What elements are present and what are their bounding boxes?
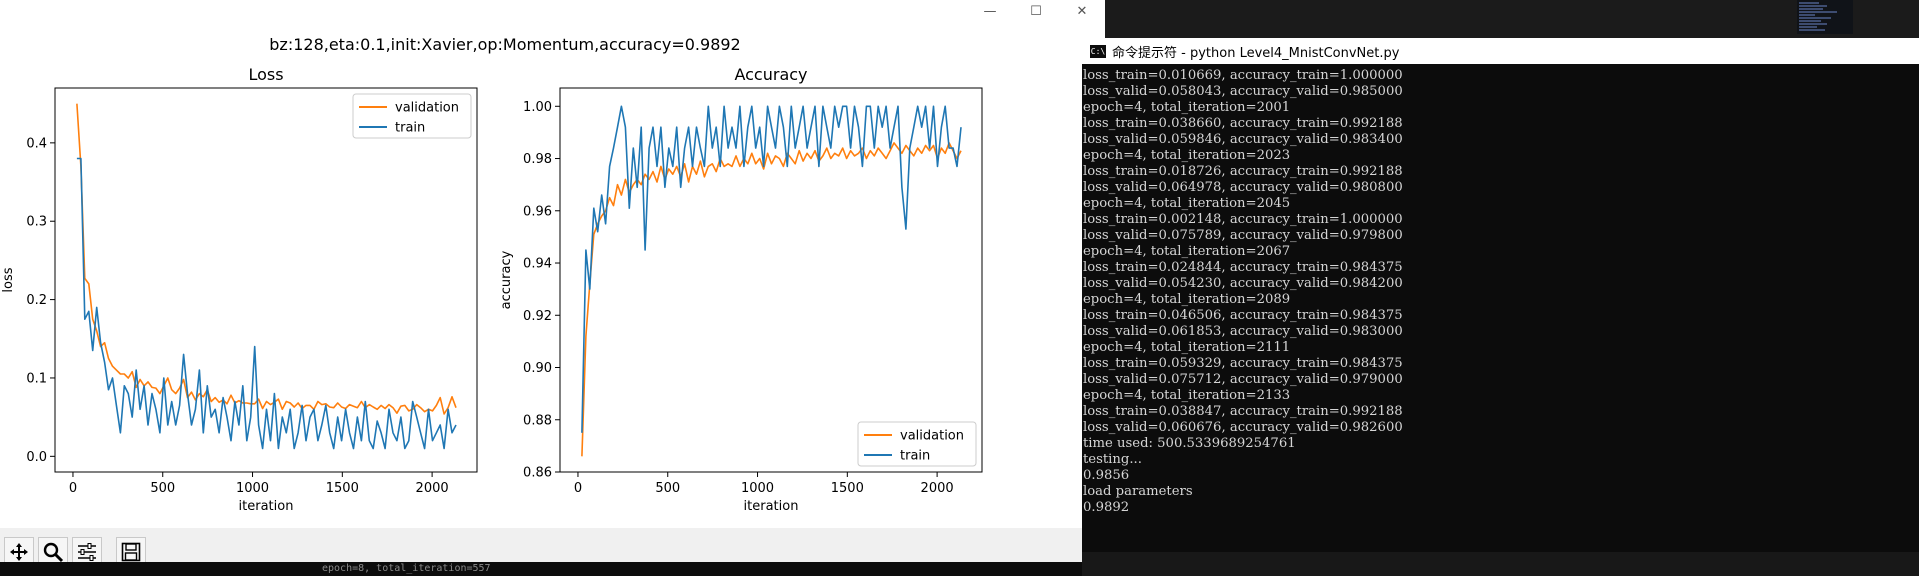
axes-frame	[559, 87, 983, 473]
y-tick-label: 0.94	[523, 257, 552, 272]
console-line: loss_valid=0.061853, accuracy_valid=0.98…	[1083, 324, 1403, 339]
x-tick-label: 0	[69, 481, 77, 496]
console-line: loss_valid=0.059846, accuracy_valid=0.98…	[1083, 132, 1403, 147]
plot-window: — ☐ ✕ bz:128,eta:0.1,init:Xavier,op:Mome…	[0, 0, 1105, 576]
console-line: loss_valid=0.064978, accuracy_valid=0.98…	[1083, 180, 1403, 195]
y-tick-label: 1.00	[523, 100, 552, 115]
y-axis-label: accuracy	[499, 250, 514, 309]
move-icon	[10, 543, 28, 561]
console-line: loss_train=0.038660, accuracy_train=0.99…	[1083, 116, 1403, 131]
console-line: loss_train=0.038847, accuracy_train=0.99…	[1083, 404, 1403, 419]
console-line: epoch=4, total_iteration=2001	[1083, 100, 1291, 115]
x-tick-label: 1500	[831, 481, 864, 496]
close-button[interactable]: ✕	[1076, 3, 1088, 19]
x-axis-label: iteration	[744, 499, 799, 514]
console-line: loss_valid=0.060676, accuracy_valid=0.98…	[1083, 420, 1403, 435]
y-tick-label: 0.96	[523, 204, 552, 219]
y-tick-label: 0.92	[523, 309, 552, 324]
figure-canvas: bz:128,eta:0.1,init:Xavier,op:Momentum,a…	[1, 35, 983, 514]
console-line: loss_train=0.046506, accuracy_train=0.98…	[1083, 308, 1403, 323]
console-line: loss_valid=0.058043, accuracy_valid=0.98…	[1083, 84, 1403, 99]
console-title: 命令提示符 - python Level4_MnistConvNet.py	[1112, 45, 1400, 61]
console-line: loss_train=0.059329, accuracy_train=0.98…	[1083, 356, 1403, 371]
legend: validation train	[352, 93, 472, 139]
save-icon	[121, 542, 141, 562]
zoom-icon	[43, 542, 64, 563]
x-axis-label: iteration	[239, 499, 294, 514]
x-tick-label: 2000	[921, 481, 954, 496]
x-tick-label: 500	[150, 481, 175, 496]
background-window-text: epoch=8, total_iteration=557	[322, 563, 491, 574]
x-tick-label: 1000	[741, 481, 774, 496]
command-prompt-window[interactable]: C:\ 命令提示符 - python Level4_MnistConvNet.p…	[1082, 38, 1919, 552]
maximize-button[interactable]: ☐	[1030, 3, 1042, 19]
console-line: loss_valid=0.075712, accuracy_valid=0.97…	[1083, 372, 1403, 387]
console-line: loss_train=0.010669, accuracy_train=1.00…	[1083, 68, 1403, 83]
minimize-button[interactable]: —	[983, 3, 997, 19]
x-tick-label: 0	[574, 481, 582, 496]
console-line: epoch=4, total_iteration=2067	[1083, 244, 1291, 259]
series-line-validation	[76, 103, 457, 415]
chart-title: Loss	[248, 65, 283, 84]
console-bottom-bar	[1082, 552, 1919, 576]
y-tick-label: 0.0	[26, 450, 47, 465]
legend-label: validation	[900, 429, 964, 444]
legend-label: validation	[395, 101, 459, 116]
series-line-validation	[581, 142, 962, 457]
legend-label: train	[395, 121, 425, 136]
series-line-train	[76, 157, 457, 450]
console-line: 0.9856	[1083, 468, 1130, 483]
accuracy-chart: Accuracy 0 500 1000 1500 2000 0.86 0.88 0.90 0.92…	[499, 65, 983, 514]
configure-icon	[78, 543, 96, 561]
y-tick-label: 0.1	[26, 371, 47, 386]
console-line: epoch=4, total_iteration=2133	[1083, 388, 1291, 403]
y-tick-label: 0.86	[523, 466, 552, 481]
legend: validation train	[857, 421, 977, 467]
console-line: testing...	[1083, 452, 1142, 467]
legend-label: train	[900, 449, 930, 464]
console-line: epoch=4, total_iteration=2111	[1083, 340, 1291, 355]
console-line: loss_train=0.024844, accuracy_train=0.98…	[1083, 260, 1403, 275]
x-tick-label: 2000	[416, 481, 449, 496]
y-tick-label: 0.90	[523, 361, 552, 376]
console-line: epoch=4, total_iteration=2045	[1083, 196, 1291, 211]
console-line: loss_train=0.002148, accuracy_train=1.00…	[1083, 212, 1403, 227]
console-titlebar[interactable]: C:\ 命令提示符 - python Level4_MnistConvNet.p…	[1082, 38, 1919, 64]
console-line: 0.9892	[1083, 500, 1130, 515]
console-line: loss_train=0.018726, accuracy_train=0.99…	[1083, 164, 1403, 179]
x-tick-label: 500	[655, 481, 680, 496]
console-line: load parameters	[1083, 484, 1193, 499]
loss-chart: Loss 0 500 1000 1500 2000 0.0 0.1 0.2 0.3 0.4 itera…	[1, 65, 478, 514]
y-tick-label: 0.3	[26, 215, 47, 230]
console-line: time used: 500.5339689254761	[1083, 436, 1296, 451]
window-controls: — ☐ ✕	[967, 0, 1105, 22]
window-thumbnail-icon	[1797, 0, 1853, 34]
chart-title: Accuracy	[734, 65, 807, 84]
y-axis-label: loss	[1, 267, 16, 292]
y-tick-label: 0.4	[26, 136, 47, 151]
console-line: loss_valid=0.075789, accuracy_valid=0.97…	[1083, 228, 1403, 243]
x-tick-label: 1000	[236, 481, 269, 496]
console-output: loss_train=0.010669, accuracy_train=1.00…	[1082, 64, 1919, 516]
series-line-train	[581, 105, 962, 433]
cmd-icon: C:\	[1090, 44, 1106, 58]
y-tick-label: 0.98	[523, 152, 552, 167]
background-window	[0, 562, 1105, 576]
axes-frame	[54, 87, 478, 473]
console-line: loss_valid=0.054230, accuracy_valid=0.98…	[1083, 276, 1403, 291]
x-tick-label: 1500	[326, 481, 359, 496]
y-tick-label: 0.2	[26, 293, 47, 308]
console-line: epoch=4, total_iteration=2089	[1083, 292, 1291, 307]
console-line: epoch=4, total_iteration=2023	[1083, 148, 1291, 163]
y-tick-label: 0.88	[523, 413, 552, 428]
figure-suptitle: bz:128,eta:0.1,init:Xavier,op:Momentum,a…	[269, 35, 740, 54]
